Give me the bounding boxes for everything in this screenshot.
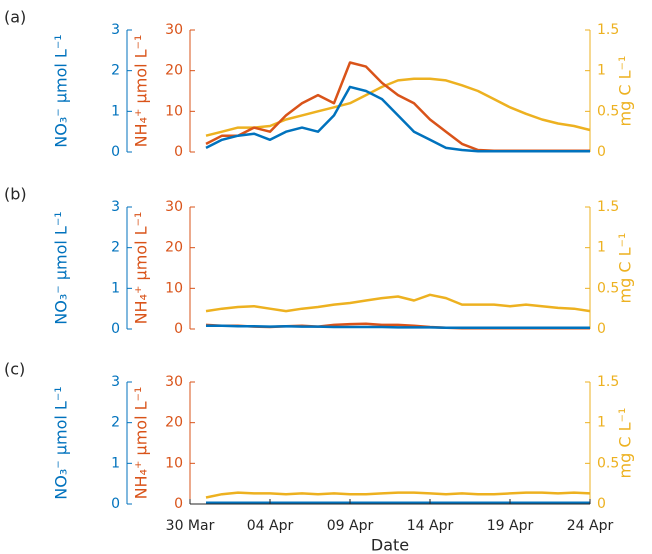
axis-label: NH₄⁺ µmol L⁻¹ [132, 35, 151, 148]
axis-label: NH₄⁺ µmol L⁻¹ [132, 387, 151, 500]
y-tick-label: 10 [165, 455, 183, 471]
axis-label: NO₃⁻ µmol L⁻¹ [52, 386, 71, 499]
y-tick-label: 0.5 [597, 103, 619, 119]
axis-label: mg C L⁻¹ [616, 408, 635, 479]
y-tick-label: 2 [111, 240, 120, 256]
axis-label: NO₃⁻ µmol L⁻¹ [52, 211, 71, 324]
y-tick-label: 20 [165, 415, 183, 431]
y-tick-label: 0 [174, 321, 183, 337]
x-tick-label: 24 Apr [567, 518, 614, 534]
data-line [205, 77, 591, 137]
y-tick-label: 30 [165, 22, 183, 38]
y-tick-label: 0 [597, 496, 606, 512]
y-tick-label: 0.5 [597, 280, 619, 296]
y-tick-label: 0 [111, 144, 120, 160]
y-tick-label: 20 [165, 63, 183, 79]
axis-label: mg C L⁻¹ [616, 233, 635, 304]
y-tick-label: 1 [111, 103, 120, 119]
x-tick-label: 09 Apr [327, 518, 374, 534]
y-tick-label: 0 [111, 321, 120, 337]
y-tick-label: 0 [597, 321, 606, 337]
axis-label: NO₃⁻ µmol L⁻¹ [52, 34, 71, 147]
x-tick-label: 04 Apr [247, 518, 294, 534]
y-tick-label: 10 [165, 280, 183, 296]
y-tick-label: 10 [165, 103, 183, 119]
panel-label: (a) [4, 8, 26, 27]
y-tick-label: 3 [111, 22, 120, 38]
data-line [205, 491, 591, 499]
x-tick-label: 30 Mar [166, 518, 215, 534]
data-line [205, 293, 591, 313]
y-tick-label: 0 [597, 144, 606, 160]
y-tick-label: 1 [597, 240, 606, 256]
data-line [205, 85, 590, 153]
panel-label: (b) [4, 185, 27, 204]
y-tick-label: 0 [174, 144, 183, 160]
y-tick-label: 30 [165, 374, 183, 390]
y-tick-label: 3 [111, 374, 120, 390]
y-tick-label: 0 [174, 496, 183, 512]
y-tick-label: 1.5 [597, 199, 619, 215]
data-line [206, 324, 590, 330]
y-tick-label: 1 [111, 280, 120, 296]
y-tick-label: 1 [597, 63, 606, 79]
y-tick-label: 3 [111, 199, 120, 215]
y-tick-label: 0.5 [597, 455, 619, 471]
y-tick-label: 2 [111, 415, 120, 431]
y-tick-label: 0 [111, 496, 120, 512]
y-tick-label: 1 [597, 415, 606, 431]
x-tick-label: 19 Apr [487, 518, 534, 534]
y-tick-label: 1.5 [597, 374, 619, 390]
y-tick-label: 1 [111, 455, 120, 471]
y-tick-label: 2 [111, 63, 120, 79]
panel-label: (c) [4, 360, 25, 379]
y-tick-label: 1.5 [597, 22, 619, 38]
axis-label: mg C L⁻¹ [616, 56, 635, 127]
x-axis-label: Date [371, 536, 409, 554]
axis-label: NH₄⁺ µmol L⁻¹ [132, 212, 151, 325]
x-tick-label: 14 Apr [407, 518, 454, 534]
y-tick-label: 20 [165, 240, 183, 256]
y-tick-label: 30 [165, 199, 183, 215]
